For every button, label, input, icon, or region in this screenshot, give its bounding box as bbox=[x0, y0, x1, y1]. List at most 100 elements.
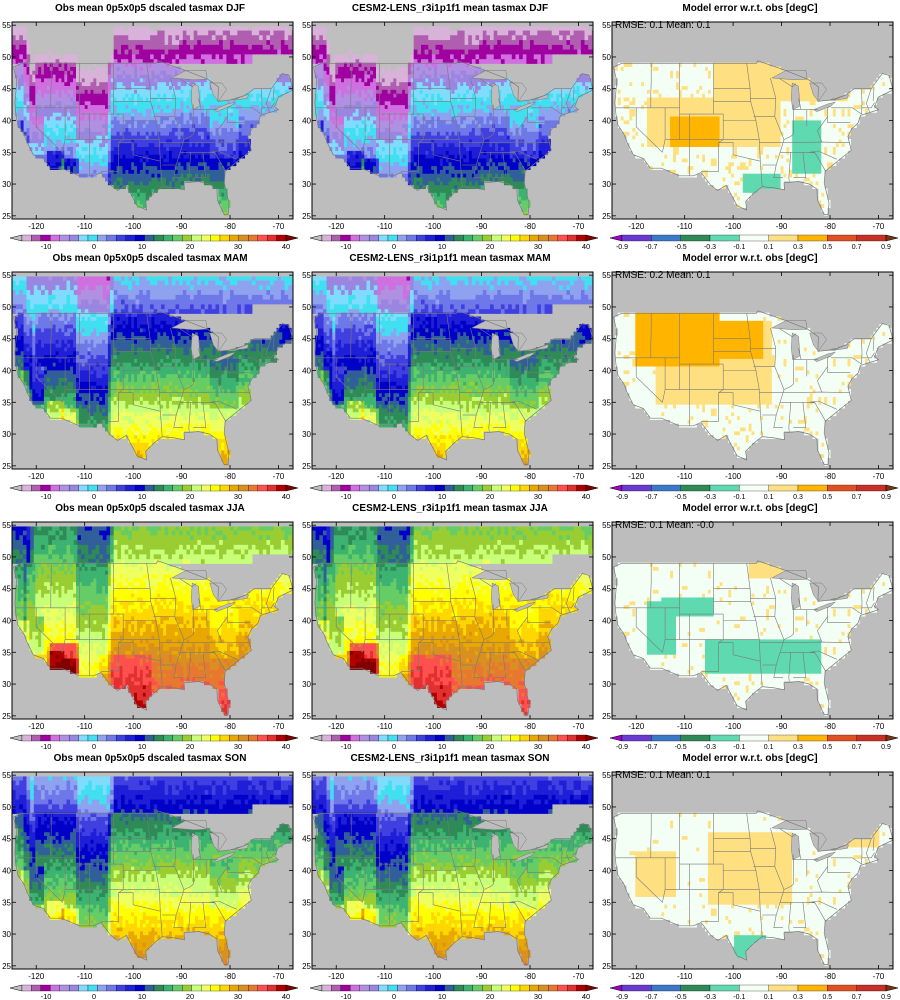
great-lake bbox=[791, 582, 801, 611]
lat-tick-label: 50 bbox=[302, 53, 311, 62]
colorbar-label: 40 bbox=[582, 992, 590, 1000]
axis-ticks: -120 -110 -100 -90 -80 -70 55 50 45 40 35 30 25 bbox=[302, 771, 593, 981]
axis-ticks: -120 -110 -100 -90 -80 -70 55 50 45 40 35 30 25 bbox=[2, 771, 293, 981]
lat-tick-label: 35 bbox=[302, 648, 311, 657]
lat-tick-label: 30 bbox=[302, 430, 311, 439]
lon-tick-label: -120 bbox=[328, 222, 345, 231]
colorbar-label: 20 bbox=[486, 742, 494, 750]
lon-tick-label: -80 bbox=[224, 722, 236, 731]
error-stats: RMSE: 0.1 Mean: 0.1 bbox=[615, 20, 711, 31]
colorbar-label: 40 bbox=[582, 242, 590, 250]
great-lake bbox=[791, 832, 801, 861]
lat-tick-label: 50 bbox=[2, 53, 11, 62]
state-boundaries bbox=[315, 63, 575, 187]
axis-ticks: -120 -110 -100 -90 -80 -70 55 50 45 40 35 30 25 bbox=[302, 521, 593, 731]
colorbar: -0.9 -0.7 -0.5 -0.3 -0.1 0.1 0.3 0.5 0.7 0.9 bbox=[609, 484, 899, 500]
colorbar-label: 10 bbox=[138, 492, 146, 500]
lon-tick-label: -100 bbox=[125, 222, 142, 231]
axis-ticks: -120 -110 -100 -90 -80 -70 55 50 45 40 35 30 25 bbox=[302, 21, 593, 231]
state-boundaries bbox=[315, 313, 575, 437]
lat-tick-label: 30 bbox=[2, 680, 11, 689]
colorbar-label: 30 bbox=[234, 492, 242, 500]
colorbar-label: -0.1 bbox=[733, 744, 745, 750]
lon-tick-label: -110 bbox=[77, 722, 93, 731]
lat-tick-label: 25 bbox=[2, 462, 11, 471]
lon-tick-label: -120 bbox=[628, 222, 645, 231]
lat-tick-label: 35 bbox=[602, 898, 611, 907]
panel-title: Obs mean 0p5x0p5 dscaled tasmax SON bbox=[0, 753, 300, 764]
lat-tick-label: 55 bbox=[2, 21, 11, 30]
colorbar-label: 0 bbox=[392, 492, 396, 500]
lon-tick-label: -120 bbox=[328, 722, 345, 731]
lat-tick-label: 55 bbox=[302, 771, 311, 780]
great-lake bbox=[491, 332, 501, 361]
great-lake bbox=[212, 851, 236, 862]
great-lake bbox=[812, 101, 836, 112]
colorbar-label: 30 bbox=[534, 242, 542, 250]
lat-tick-label: 45 bbox=[302, 85, 311, 94]
great-lake bbox=[212, 601, 236, 612]
lat-tick-label: 40 bbox=[2, 867, 11, 876]
lon-tick-label: -100 bbox=[725, 222, 742, 231]
colorbar-label: 10 bbox=[438, 992, 446, 1000]
colorbar-label: -0.9 bbox=[616, 244, 628, 250]
lon-tick-label: -100 bbox=[425, 722, 442, 731]
colorbar-label: 0 bbox=[392, 742, 396, 750]
error-panel-mam: -120 -110 -100 -90 -80 -70 55 50 45 40 35 30 25 -0.9-… bbox=[600, 250, 900, 500]
state-boundaries bbox=[615, 813, 875, 937]
colorbar: -10 0 10 20 30 40 bbox=[9, 484, 299, 500]
colorbar-label: 0.3 bbox=[793, 994, 803, 1000]
lat-tick-label: 55 bbox=[602, 521, 611, 530]
lat-tick-label: 25 bbox=[302, 462, 311, 471]
lon-tick-label: -70 bbox=[273, 472, 285, 481]
colorbar-label: 10 bbox=[438, 742, 446, 750]
lat-tick-label: 30 bbox=[302, 680, 311, 689]
colorbar-label: 40 bbox=[282, 742, 290, 750]
colorbar-label: 0.5 bbox=[822, 244, 832, 250]
obs-panel-jja: -120 -110 -100 -90 -80 -70 55 50 45 40 35 30 25 -10 0 1… bbox=[0, 500, 300, 750]
lon-tick-label: -90 bbox=[176, 472, 188, 481]
lat-tick-label: 25 bbox=[302, 962, 311, 971]
colorbar-label: 0.7 bbox=[852, 494, 862, 500]
lat-tick-label: 40 bbox=[302, 617, 311, 626]
obs-panel-son: -120 -110 -100 -90 -80 -70 55 50 45 40 35 30 25 -10 0 1… bbox=[0, 750, 300, 1000]
lat-tick-label: 55 bbox=[602, 271, 611, 280]
colorbar-label: -0.5 bbox=[675, 244, 687, 250]
state-boundaries bbox=[315, 813, 575, 937]
colorbar-label: 0.1 bbox=[764, 494, 774, 500]
colorbar-label: 0.9 bbox=[881, 494, 891, 500]
panel-title: Model error w.r.t. obs [degC] bbox=[600, 253, 900, 264]
lat-tick-label: 50 bbox=[2, 553, 11, 562]
colorbar-label: 0.7 bbox=[852, 244, 862, 250]
colorbar-label: -10 bbox=[341, 742, 352, 750]
map-svg: -120 -110 -100 -90 -80 -7055504540353025-0.9-… bbox=[602, 771, 899, 1000]
lon-tick-label: -110 bbox=[377, 722, 393, 731]
lon-tick-label: -70 bbox=[873, 722, 885, 731]
colorbar-label: -0.3 bbox=[704, 994, 716, 1000]
great-lake bbox=[212, 101, 236, 112]
colorbar-label: 0 bbox=[92, 242, 96, 250]
field-cells bbox=[14, 812, 292, 966]
axis-ticks: -120 -110 -100 -90 -80 -70 55 50 45 40 35 30 25 bbox=[602, 771, 893, 981]
lon-tick-label: -120 bbox=[628, 472, 645, 481]
axis-ticks: -120 -110 -100 -90 -80 -70 55 50 45 40 35 30 25 bbox=[2, 21, 293, 231]
lat-tick-label: 35 bbox=[2, 398, 11, 407]
country-outline bbox=[13, 810, 293, 965]
colorbar-label: 20 bbox=[186, 492, 194, 500]
lat-tick-label: 55 bbox=[302, 21, 311, 30]
lon-tick-label: -80 bbox=[824, 472, 836, 481]
lon-tick-label: -80 bbox=[524, 972, 536, 981]
lat-tick-label: 45 bbox=[2, 335, 11, 344]
colorbar-label: -0.5 bbox=[675, 744, 687, 750]
great-lake bbox=[212, 351, 236, 362]
lat-tick-label: 25 bbox=[602, 462, 611, 471]
lat-tick-label: 55 bbox=[302, 521, 311, 530]
lon-tick-label: -70 bbox=[573, 972, 585, 981]
lat-tick-label: 35 bbox=[2, 898, 11, 907]
lat-tick-label: 45 bbox=[302, 835, 311, 844]
map-svg: -120 -110 -100 -90 -80 -7055504540353025-0.9-… bbox=[602, 271, 899, 500]
lon-tick-label: -100 bbox=[125, 472, 142, 481]
lon-tick-label: -110 bbox=[677, 722, 693, 731]
colorbar-label: -10 bbox=[341, 992, 352, 1000]
